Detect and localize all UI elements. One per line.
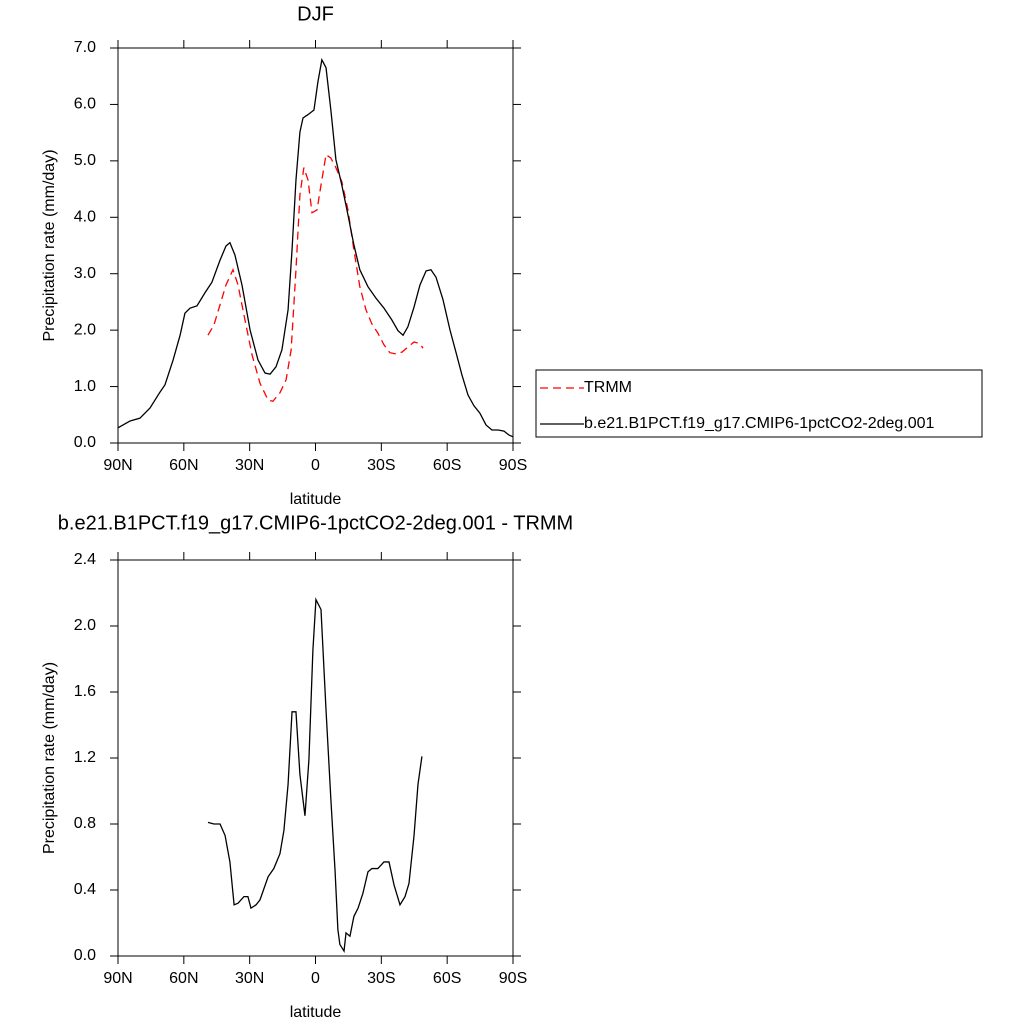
x-tick-label: 30S	[367, 970, 395, 987]
y-tick-label: 3.0	[74, 265, 96, 282]
x-tick-label: 60S	[433, 970, 461, 987]
x-tick-label: 90S	[499, 457, 527, 474]
y-axis-label: Precipitation rate (mm/day)	[41, 662, 58, 854]
x-axis-label: latitude	[290, 1004, 342, 1021]
series-line	[207, 153, 424, 402]
y-tick-label: 4.0	[74, 209, 96, 226]
y-tick-label: 2.0	[74, 617, 96, 634]
y-tick-label: 1.6	[74, 683, 96, 700]
x-tick-label: 0	[311, 457, 320, 474]
legend-box	[535, 369, 983, 438]
series-line	[207, 597, 423, 953]
plot-frame	[117, 559, 514, 957]
y-tick-label: 5.0	[74, 152, 96, 169]
y-tick-label: 6.0	[74, 96, 96, 113]
x-tick-label: 60S	[433, 457, 461, 474]
x-axis-label: latitude	[290, 491, 342, 508]
y-tick-label: 1.0	[74, 378, 96, 395]
y-axis-label: Precipitation rate (mm/day)	[41, 149, 58, 341]
legend-label: TRMM	[584, 379, 632, 396]
chart-title: DJF	[297, 3, 334, 25]
x-tick-label: 90N	[103, 970, 132, 987]
x-tick-label: 90S	[499, 970, 527, 987]
x-tick-label: 30S	[367, 457, 395, 474]
x-tick-label: 30N	[235, 970, 264, 987]
y-tick-label: 2.4	[74, 551, 96, 568]
x-tick-label: 90N	[103, 457, 132, 474]
y-tick-label: 0.0	[74, 434, 96, 451]
y-tick-label: 1.2	[74, 749, 96, 766]
x-tick-label: 30N	[235, 457, 264, 474]
y-tick-label: 0.4	[74, 881, 96, 898]
x-tick-label: 60N	[169, 457, 198, 474]
chart-title: b.e21.B1PCT.f19_g17.CMIP6-1pctCO2-2deg.0…	[58, 512, 573, 534]
series-line	[117, 57, 514, 438]
legend-label: b.e21.B1PCT.f19_g17.CMIP6-1pctCO2-2deg.0…	[584, 415, 935, 432]
y-tick-label: 0.8	[74, 815, 96, 832]
plot-frame	[117, 47, 514, 444]
x-tick-label: 0	[311, 970, 320, 987]
x-tick-label: 60N	[169, 970, 198, 987]
y-tick-label: 2.0	[74, 321, 96, 338]
y-tick-label: 0.0	[74, 947, 96, 964]
y-tick-label: 7.0	[74, 39, 96, 56]
